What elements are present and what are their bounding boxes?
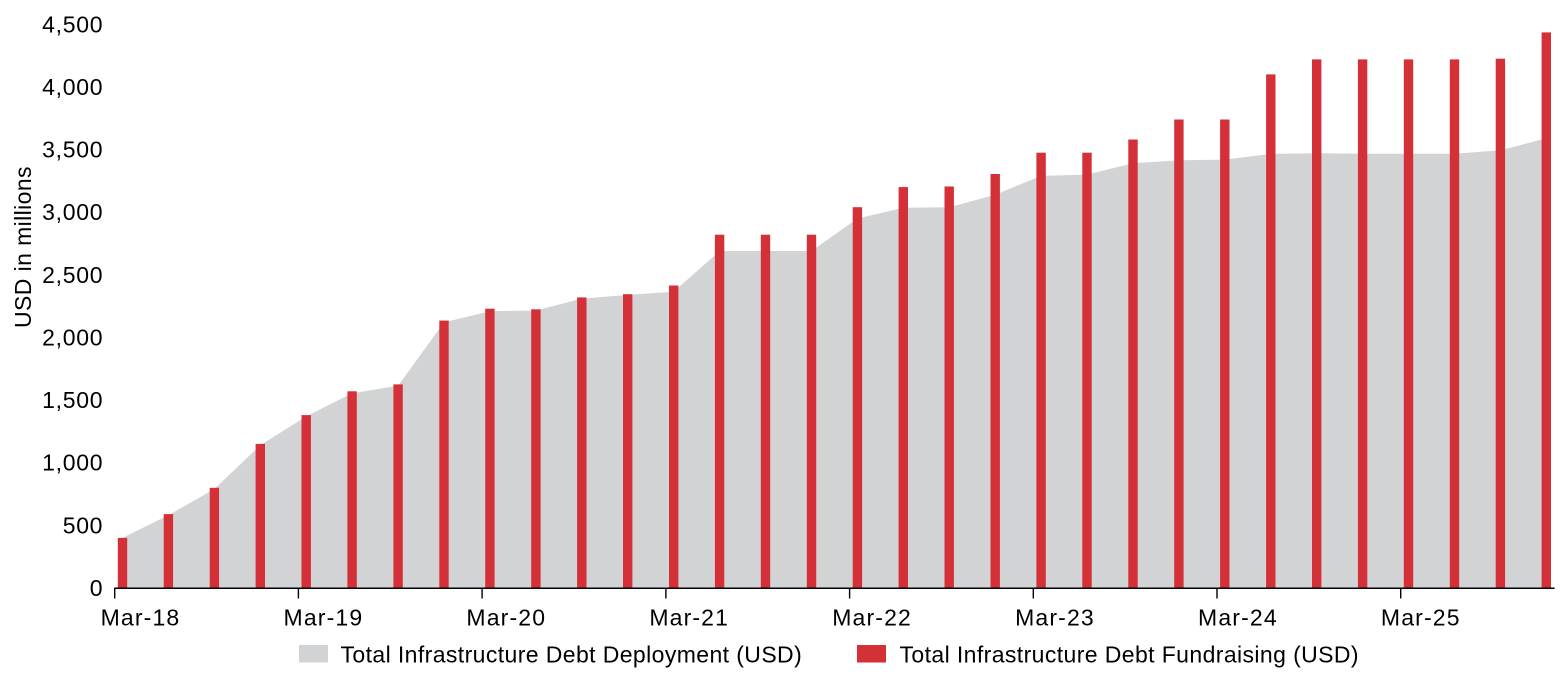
svg-text:0: 0 xyxy=(90,575,104,601)
svg-text:Mar-25: Mar-25 xyxy=(1381,605,1461,631)
svg-text:1,000: 1,000 xyxy=(42,450,103,476)
svg-text:Mar-18: Mar-18 xyxy=(101,605,181,631)
svg-text:Mar-22: Mar-22 xyxy=(832,605,912,631)
svg-text:Mar-20: Mar-20 xyxy=(466,605,546,631)
svg-text:Total Infrastructure Debt Fund: Total Infrastructure Debt Fundraising (U… xyxy=(900,642,1359,668)
svg-text:Total Infrastructure Debt Depl: Total Infrastructure Debt Deployment (US… xyxy=(341,642,803,668)
svg-text:500: 500 xyxy=(63,512,103,538)
svg-text:Mar-23: Mar-23 xyxy=(1015,605,1095,631)
svg-text:3,500: 3,500 xyxy=(42,137,103,163)
svg-text:4,500: 4,500 xyxy=(42,11,103,37)
svg-text:4,000: 4,000 xyxy=(42,74,103,100)
svg-text:USD in millions: USD in millions xyxy=(10,166,36,328)
svg-text:Mar-19: Mar-19 xyxy=(284,605,364,631)
svg-text:1,500: 1,500 xyxy=(42,387,103,413)
svg-text:2,000: 2,000 xyxy=(42,325,103,351)
svg-text:3,000: 3,000 xyxy=(42,199,103,225)
svg-text:2,500: 2,500 xyxy=(42,262,103,288)
svg-text:Mar-21: Mar-21 xyxy=(649,605,729,631)
svg-text:Mar-24: Mar-24 xyxy=(1198,605,1278,631)
